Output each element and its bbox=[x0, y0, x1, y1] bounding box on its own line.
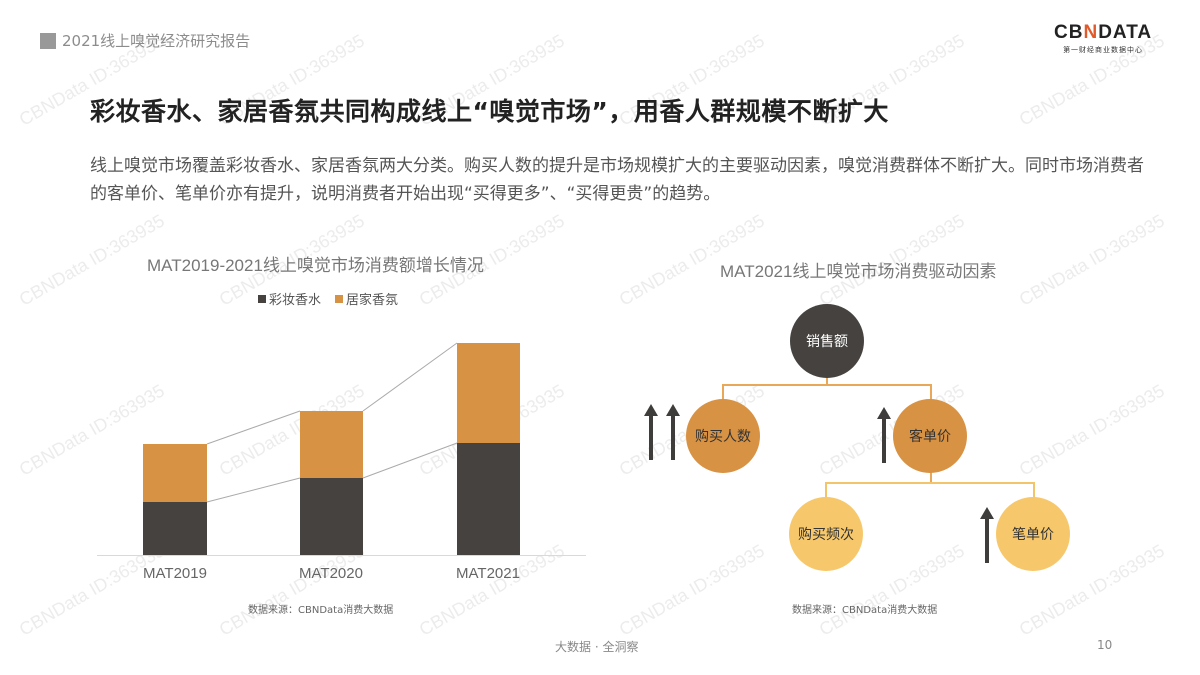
page-number: 10 bbox=[1097, 638, 1113, 652]
logo-wordmark: CBNDATA bbox=[1054, 22, 1152, 44]
connector-level2-horizontal bbox=[825, 482, 1035, 484]
node-avg-order-label: 客单价 bbox=[909, 429, 951, 445]
node-unit-price: 笔单价 bbox=[996, 497, 1070, 571]
node-sales-label: 销售额 bbox=[806, 334, 848, 350]
slide-title: 彩妆香水、家居香氛共同构成线上“嗅觉市场”，用香人群规模不断扩大 bbox=[90, 97, 889, 126]
watermark: CBNData ID:363935 bbox=[615, 540, 768, 640]
x-label-mat2019: MAT2019 bbox=[143, 565, 207, 582]
logo-suffix: DATA bbox=[1098, 22, 1153, 43]
legend-swatch-orange-icon bbox=[335, 294, 344, 303]
connector-root-down bbox=[826, 378, 828, 385]
logo-subtitle: 第一财经商业数据中心 bbox=[1063, 46, 1144, 54]
connector-avg-order-down bbox=[930, 472, 932, 482]
bar-chart-source: 数据来源：CBNData消费大数据 bbox=[248, 605, 394, 616]
node-buyers: 购买人数 bbox=[686, 399, 760, 473]
stacked-bar-chart bbox=[97, 342, 586, 556]
logo-x: N bbox=[1083, 22, 1099, 43]
report-tag-text: 2021线上嗅觉经济研究报告 bbox=[62, 32, 251, 50]
node-sales: 销售额 bbox=[790, 304, 864, 378]
up-arrow-icon bbox=[980, 507, 994, 563]
connector-line-mid bbox=[362, 442, 458, 479]
up-arrow-icon bbox=[666, 404, 680, 460]
watermark: CBNData ID:363935 bbox=[1015, 380, 1168, 480]
cbndata-logo: CBNDATA 第一财经商业数据中心 bbox=[1054, 22, 1152, 55]
connector-line-mid bbox=[206, 477, 301, 503]
legend-label: 彩妆香水 bbox=[269, 293, 322, 308]
report-tag: 2021线上嗅觉经济研究报告 bbox=[40, 30, 250, 51]
slide-description: 线上嗅觉市场覆盖彩妆香水、家居香氛两大分类。购买人数的提升是市场规模扩大的主要驱… bbox=[90, 156, 1144, 204]
legend-label: 居家香氛 bbox=[346, 293, 399, 308]
node-avg-order-value: 客单价 bbox=[893, 399, 967, 473]
node-purchase-frequency: 购买频次 bbox=[789, 497, 863, 571]
watermark: CBNData ID:363935 bbox=[1015, 210, 1168, 310]
bar-home-fragrance-2020 bbox=[300, 411, 363, 478]
bar-makeup-perfume-2020 bbox=[300, 478, 363, 555]
node-buyers-label: 购买人数 bbox=[695, 429, 751, 445]
bar-chart-legend: 彩妆香水 居家香氛 bbox=[258, 289, 412, 308]
node-unit-price-label: 笔单价 bbox=[1012, 527, 1054, 543]
connector-level1-horizontal bbox=[722, 384, 932, 386]
up-arrow-icon bbox=[644, 404, 658, 460]
diagram-title: MAT2021线上嗅觉市场消费驱动因素 bbox=[720, 262, 997, 281]
bar-makeup-perfume-2021 bbox=[457, 443, 520, 555]
x-label-mat2021: MAT2021 bbox=[456, 565, 520, 582]
up-arrow-icon bbox=[877, 407, 891, 463]
legend-item-home-fragrance: 居家香氛 bbox=[335, 289, 398, 308]
bar-home-fragrance-2021 bbox=[457, 343, 520, 443]
logo-prefix: CB bbox=[1054, 22, 1084, 43]
connector-to-unit-price bbox=[1033, 482, 1035, 498]
legend-item-makeup-perfume: 彩妆香水 bbox=[258, 289, 321, 308]
node-frequency-label: 购买频次 bbox=[798, 527, 854, 543]
bar-makeup-perfume-2019 bbox=[143, 502, 207, 555]
x-label-mat2020: MAT2020 bbox=[299, 565, 363, 582]
connector-to-buyers bbox=[722, 384, 724, 400]
connector-line-top bbox=[362, 342, 458, 412]
diagram-source: 数据来源：CBNData消费大数据 bbox=[792, 605, 938, 616]
connector-line-top bbox=[206, 410, 301, 445]
connector-to-frequency bbox=[825, 482, 827, 498]
footer-slogan: 大数据 · 全洞察 bbox=[555, 640, 639, 654]
bar-home-fragrance-2019 bbox=[143, 444, 207, 502]
connector-to-avg-order bbox=[930, 384, 932, 400]
bar-chart-title: MAT2019-2021线上嗅觉市场消费额增长情况 bbox=[147, 256, 484, 275]
legend-swatch-dark-icon bbox=[258, 294, 266, 303]
tag-square-icon bbox=[40, 32, 56, 49]
